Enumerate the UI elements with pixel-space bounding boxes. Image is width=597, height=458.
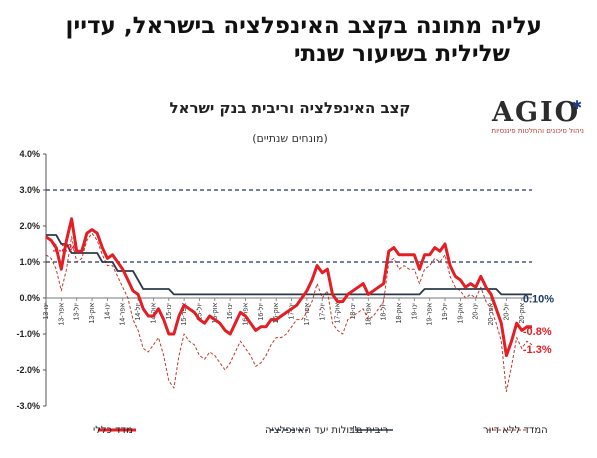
logo-word: AGIO — [492, 97, 581, 128]
headline-line-1: עליה מתונה בקצב האינפלציה בישראל, עדיין — [65, 13, 542, 39]
logo-star-icon: ✱ — [572, 98, 583, 112]
x-tick-label: 16-אפר — [243, 302, 250, 325]
x-tick-label: 20-אוק — [519, 302, 526, 323]
x-tick-label: 13-יול — [73, 303, 81, 321]
headline-line-2: שלילית בשיעור שנתי — [293, 41, 510, 67]
x-tick-label: 15-ינו — [166, 303, 173, 320]
x-tick-label: 20-אפר — [488, 302, 495, 325]
legend-label: ריבית ב"י — [350, 425, 388, 436]
x-tick-label: 18-יול — [380, 303, 388, 321]
y-tick-label: 1.0% — [19, 257, 40, 267]
x-tick-label: 16-יול — [257, 303, 265, 321]
annotation-label: 0.10% — [523, 293, 554, 305]
annotation-label: -1.3% — [523, 344, 552, 356]
x-tick-label: 16-אוק — [273, 302, 280, 323]
x-tick-label: 14-אפר — [120, 302, 127, 325]
legend-label: המדד ללא דיור — [483, 425, 548, 436]
x-tick-label: 13-אפר — [58, 302, 65, 325]
legend-item: המדד ללא דיור — [483, 425, 548, 436]
series-line-4 — [45, 232, 533, 393]
headline: עליה מתונה בקצב האינפלציה בישראל, עדיין … — [2, 12, 542, 68]
x-tick-label: 13-אוק — [89, 302, 96, 323]
x-tick-label: 13-ינו — [43, 303, 50, 320]
x-tick-label: 18-ינו — [350, 303, 357, 320]
x-tick-label: 14-יול — [134, 303, 142, 321]
legend-label: גבולות יעד האינפלציה — [265, 425, 359, 436]
x-tick-label: 17-אפר — [304, 302, 311, 325]
x-tick-label: 20-יול — [502, 303, 510, 321]
legend-item: ריבית ב"י — [350, 425, 393, 436]
x-tick-label: 19-ינו — [411, 303, 418, 320]
legend-item: גבולות יעד האינפלציה — [265, 425, 359, 436]
x-tick-label: 19-אוק — [457, 302, 464, 323]
x-tick-label: 15-אוק — [212, 302, 219, 323]
chart-subtitle: (מונחים שנתיים) — [252, 132, 328, 145]
x-tick-label: 17-אוק — [335, 302, 342, 323]
annotation-label: -0.8% — [523, 326, 552, 338]
x-tick-label: 18-אוק — [396, 302, 403, 323]
annotation-label: 1.2% — [52, 243, 77, 255]
y-tick-label: -2.0% — [16, 365, 40, 375]
y-tick-label: -3.0% — [16, 401, 40, 411]
x-tick-label: 14-ינו — [104, 303, 111, 320]
x-tick-label: 17-ינו — [289, 303, 296, 320]
chart-annotations: 1.2% 0.10% -0.8% -1.3% — [52, 243, 554, 356]
chart-title: קצב האינפלציה וריבית בנק ישראל — [170, 99, 411, 117]
legend-item: מדד כללי — [93, 425, 136, 436]
chart-plot — [45, 189, 533, 393]
legend-label: מדד כללי — [93, 425, 133, 436]
y-tick-label: 2.0% — [19, 221, 40, 231]
x-tick-label: 15-יול — [195, 303, 203, 321]
y-tick-label: 4.0% — [19, 149, 40, 159]
y-tick-label: 0.0% — [19, 293, 40, 303]
x-tick-label: 19-אפר — [427, 302, 434, 325]
x-tick-label: 16-ינו — [227, 303, 234, 320]
series-line-0 — [45, 217, 532, 358]
series-line-3 — [46, 234, 532, 296]
x-tick-label: 19-יול — [441, 303, 449, 321]
chart-axes: 4.0% 3.0% 2.0% 1.0% 0.0% -1.0% -2.0% -3.0% 13-ינ… — [16, 149, 532, 411]
x-tick-label: 15-אפר — [181, 302, 188, 325]
logo-tagline: ניהול סיכונים והחלטות פיננסיות — [491, 127, 584, 135]
x-tick-label: 20-ינו — [473, 303, 480, 320]
y-tick-label: -1.0% — [16, 329, 40, 339]
x-tick-label: 18-אפר — [365, 302, 372, 325]
agio-logo: AGIO ✱ ניהול סיכונים והחלטות פיננסיות — [491, 97, 584, 135]
y-tick-label: 3.0% — [19, 185, 40, 195]
x-tick-label: 17-יול — [318, 303, 326, 321]
